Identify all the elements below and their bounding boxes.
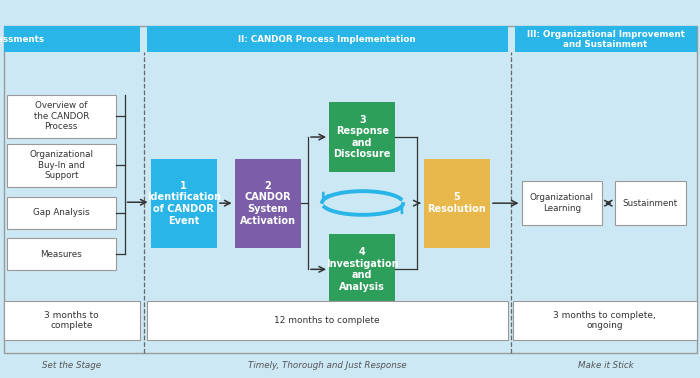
FancyBboxPatch shape (513, 301, 696, 340)
Text: 12 months to complete: 12 months to complete (274, 316, 380, 325)
FancyBboxPatch shape (7, 144, 116, 187)
Text: Organizational
Learning: Organizational Learning (530, 194, 594, 213)
FancyBboxPatch shape (4, 301, 140, 340)
FancyBboxPatch shape (329, 102, 396, 172)
FancyBboxPatch shape (615, 181, 686, 225)
FancyBboxPatch shape (522, 181, 602, 225)
Text: Gap Analysis: Gap Analysis (33, 208, 90, 217)
Text: Measures: Measures (41, 250, 82, 259)
Text: 3 months to complete,
ongoing: 3 months to complete, ongoing (554, 311, 656, 330)
FancyBboxPatch shape (4, 26, 140, 52)
FancyBboxPatch shape (150, 159, 217, 248)
FancyBboxPatch shape (7, 94, 116, 138)
Text: 5
Resolution: 5 Resolution (428, 192, 486, 214)
Text: II: CANDOR Process Implementation: II: CANDOR Process Implementation (239, 35, 416, 44)
FancyBboxPatch shape (7, 197, 116, 229)
Text: 3 months to
complete: 3 months to complete (44, 311, 99, 330)
FancyBboxPatch shape (147, 26, 508, 52)
Text: 2
CANDOR
System
Activation: 2 CANDOR System Activation (239, 181, 295, 226)
FancyBboxPatch shape (234, 159, 301, 248)
Text: Organizational
Buy-In and
Support: Organizational Buy-In and Support (29, 150, 93, 180)
Text: 1
Identification
of CANDOR
Event: 1 Identification of CANDOR Event (147, 181, 220, 226)
Text: Timely, Thorough and Just Response: Timely, Thorough and Just Response (248, 361, 407, 370)
FancyBboxPatch shape (4, 26, 696, 353)
FancyBboxPatch shape (514, 26, 696, 52)
Text: Set the Stage: Set the Stage (42, 361, 102, 370)
Text: Make it Stick: Make it Stick (578, 361, 634, 370)
FancyBboxPatch shape (147, 301, 508, 340)
FancyBboxPatch shape (329, 234, 396, 304)
Text: 3
Response
and
Disclosure: 3 Response and Disclosure (334, 115, 391, 160)
Text: 4
Investigation
and
Analysis: 4 Investigation and Analysis (326, 247, 398, 292)
FancyBboxPatch shape (7, 238, 116, 270)
Text: Sustainment: Sustainment (623, 199, 678, 208)
Text: I: Assessments: I: Assessments (0, 35, 44, 44)
FancyBboxPatch shape (424, 159, 490, 248)
Text: Overview of
the CANDOR
Process: Overview of the CANDOR Process (34, 101, 89, 131)
Text: III: Organizational Improvement
and Sustainment: III: Organizational Improvement and Sust… (526, 29, 685, 49)
